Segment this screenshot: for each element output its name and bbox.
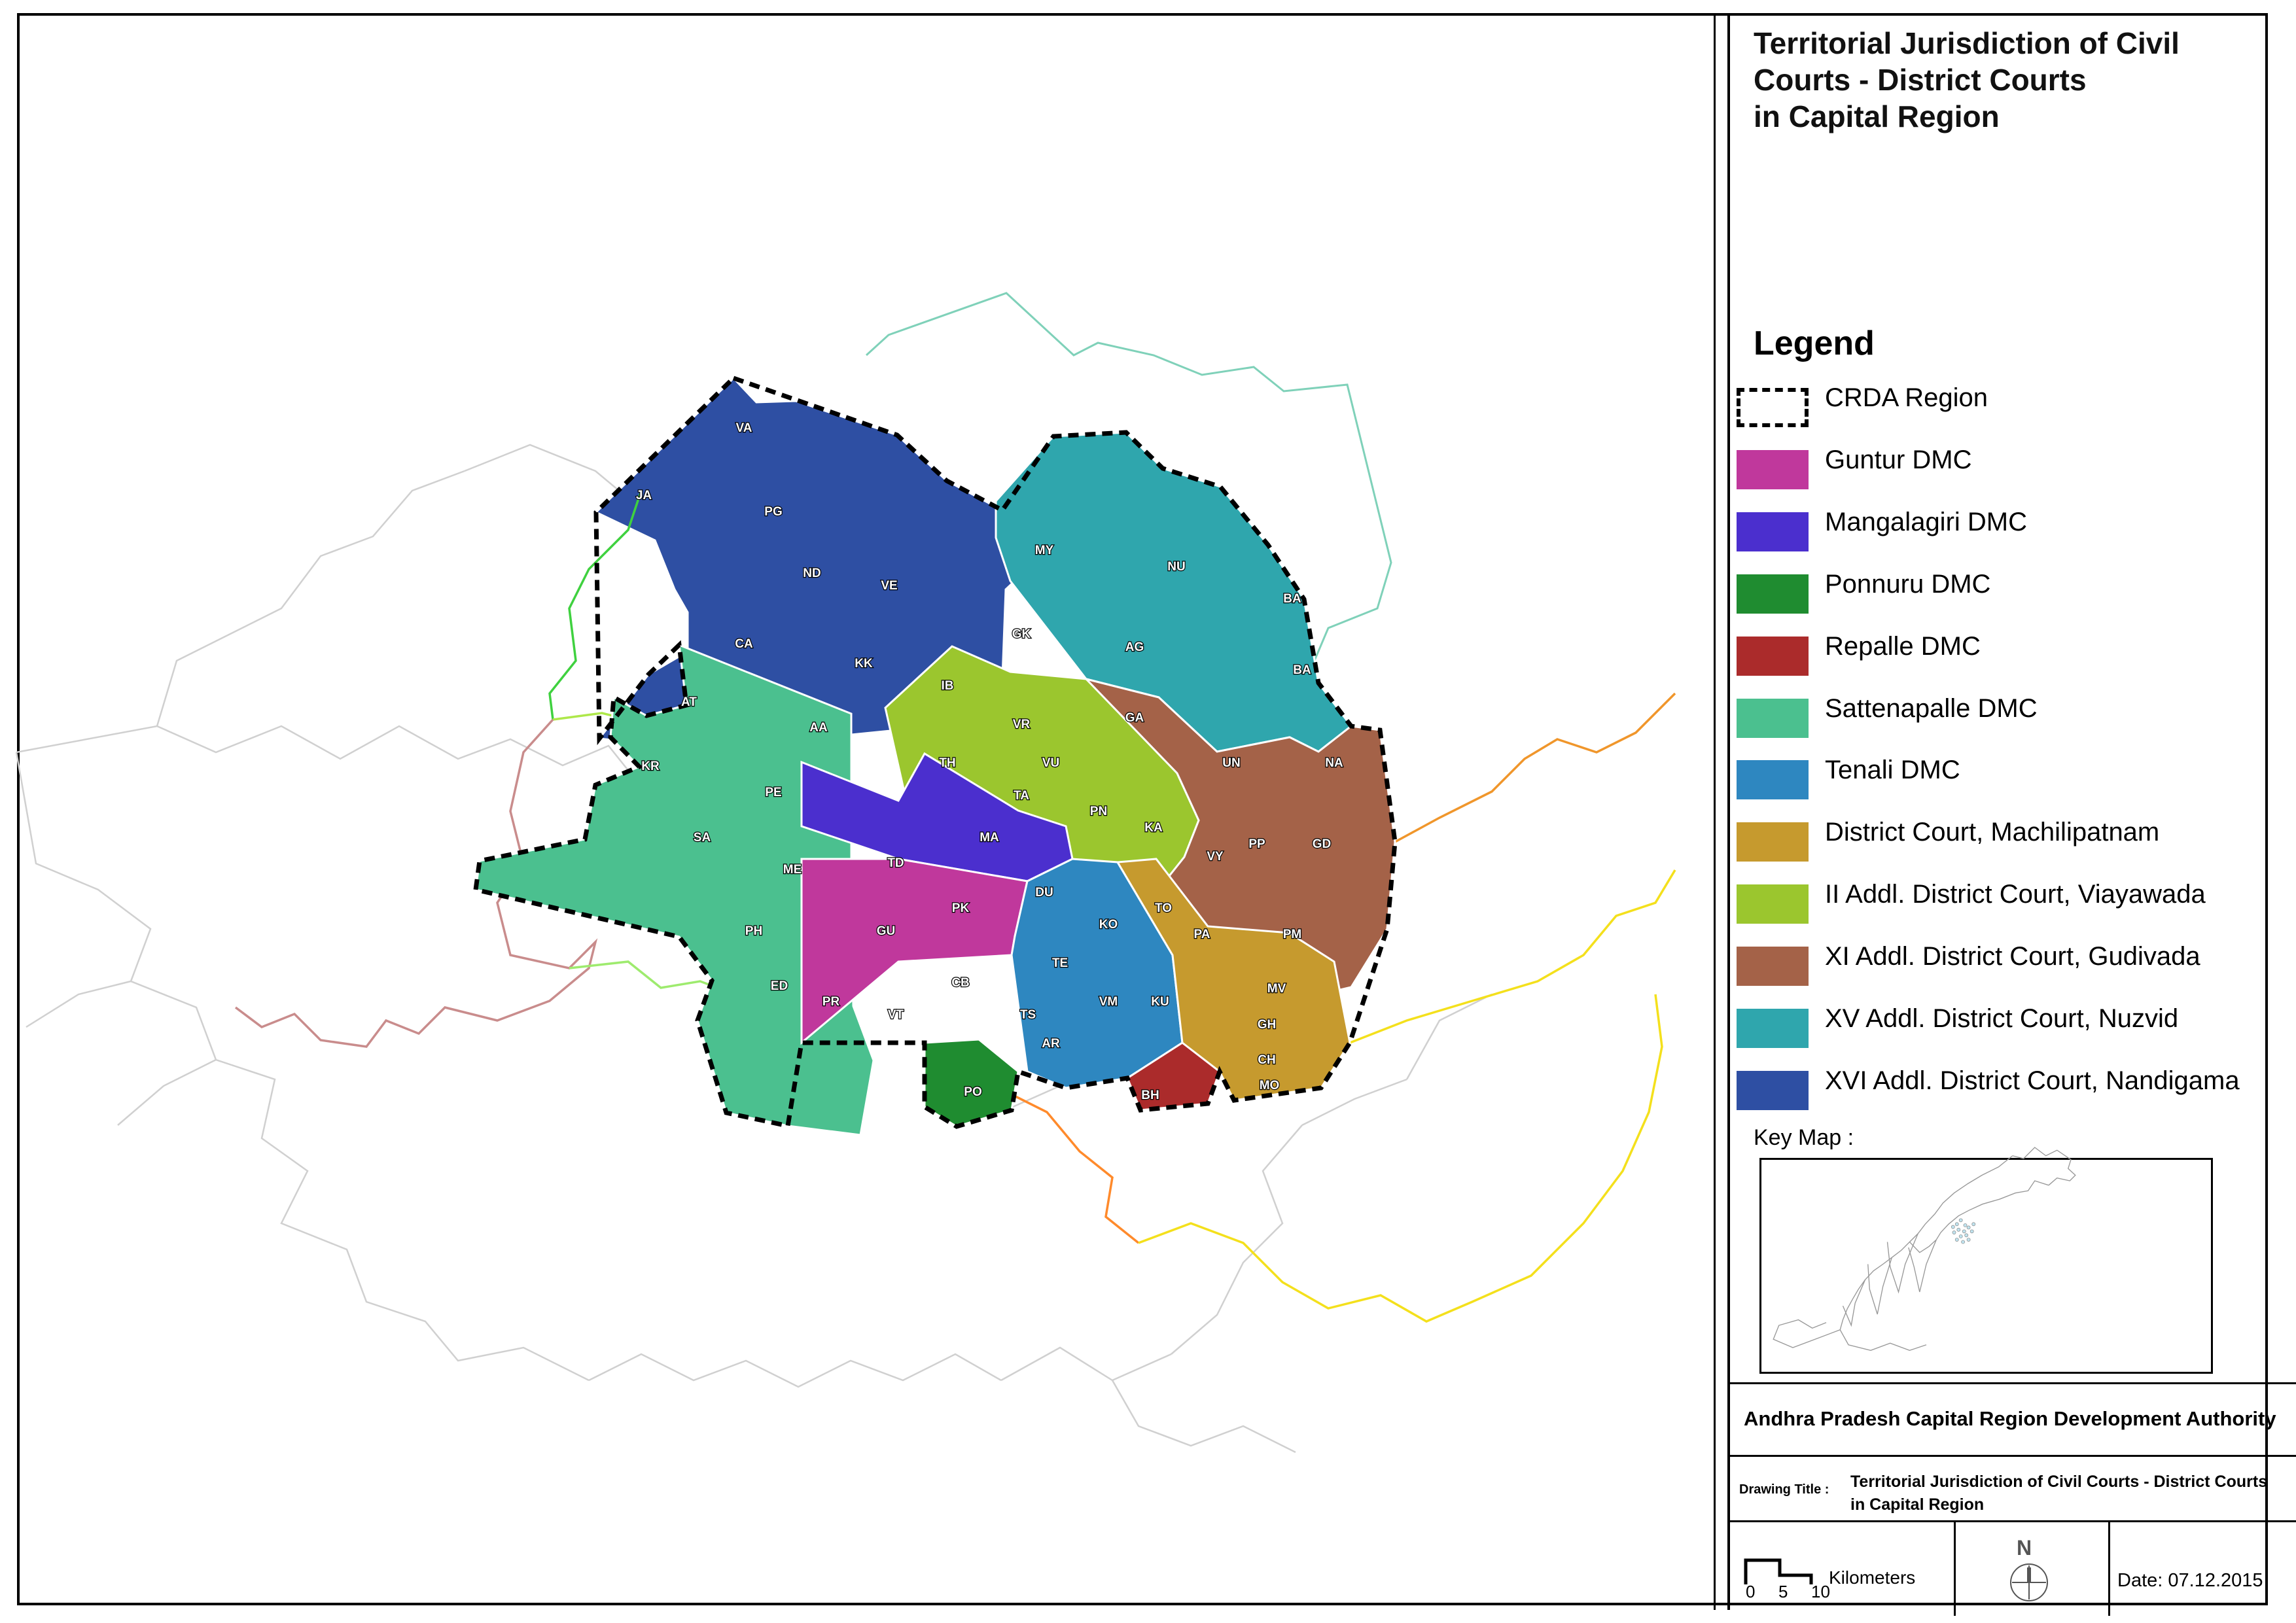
svg-text:PE: PE	[765, 786, 781, 799]
svg-text:GU: GU	[877, 924, 896, 938]
svg-text:PO: PO	[964, 1085, 981, 1099]
svg-text:KK: KK	[855, 657, 873, 671]
svg-text:PG: PG	[764, 505, 782, 519]
svg-text:TH: TH	[939, 756, 955, 770]
svg-text:TA: TA	[1014, 789, 1029, 803]
svg-text:VU: VU	[1042, 756, 1059, 770]
svg-text:BA: BA	[1283, 592, 1301, 606]
svg-text:KU: KU	[1151, 995, 1169, 1009]
svg-text:MY: MY	[1035, 544, 1054, 557]
svg-text:DU: DU	[1035, 886, 1053, 899]
svg-text:IB: IB	[942, 679, 954, 693]
svg-text:KR: KR	[641, 759, 660, 773]
svg-text:UN: UN	[1222, 756, 1240, 770]
svg-text:BA: BA	[1293, 663, 1311, 677]
svg-text:PR: PR	[822, 995, 840, 1009]
svg-text:ED: ED	[771, 979, 788, 993]
svg-text:AR: AR	[1042, 1037, 1060, 1051]
svg-text:VY: VY	[1207, 850, 1224, 864]
svg-text:TS: TS	[1020, 1008, 1036, 1022]
svg-text:TE: TE	[1052, 956, 1068, 970]
svg-text:CA: CA	[735, 637, 753, 651]
svg-text:PH: PH	[745, 924, 762, 938]
svg-text:PK: PK	[952, 901, 970, 915]
svg-text:VR: VR	[1013, 718, 1031, 731]
svg-text:NA: NA	[1325, 756, 1343, 770]
svg-text:KO: KO	[1099, 918, 1118, 932]
svg-text:PP: PP	[1248, 837, 1265, 851]
svg-text:PA: PA	[1194, 928, 1210, 941]
svg-text:MV: MV	[1267, 982, 1286, 996]
svg-text:SA: SA	[694, 831, 711, 845]
svg-text:CB: CB	[951, 976, 969, 990]
svg-text:PM: PM	[1283, 928, 1302, 941]
svg-text:VM: VM	[1099, 995, 1118, 1009]
svg-text:MA: MA	[980, 831, 999, 845]
svg-text:GA: GA	[1125, 711, 1144, 725]
svg-text:AA: AA	[809, 721, 828, 735]
svg-text:MO: MO	[1260, 1079, 1280, 1092]
svg-text:GD: GD	[1313, 837, 1332, 851]
svg-text:GK: GK	[1012, 627, 1031, 641]
svg-text:TD: TD	[887, 856, 904, 870]
svg-text:ND: ND	[803, 567, 821, 580]
svg-text:KA: KA	[1144, 821, 1163, 835]
svg-text:AT: AT	[681, 695, 697, 709]
svg-text:NU: NU	[1167, 560, 1185, 574]
svg-text:BH: BH	[1141, 1089, 1159, 1102]
svg-text:AG: AG	[1125, 640, 1144, 654]
svg-text:TO: TO	[1155, 901, 1172, 915]
svg-text:VA: VA	[736, 421, 752, 435]
svg-text:CH: CH	[1258, 1053, 1275, 1067]
svg-text:ME: ME	[783, 863, 802, 877]
svg-text:VE: VE	[881, 579, 897, 593]
svg-text:PN: PN	[1090, 805, 1107, 818]
svg-text:VT: VT	[888, 1008, 904, 1022]
svg-text:JA: JA	[636, 489, 652, 502]
svg-text:GH: GH	[1258, 1018, 1277, 1032]
